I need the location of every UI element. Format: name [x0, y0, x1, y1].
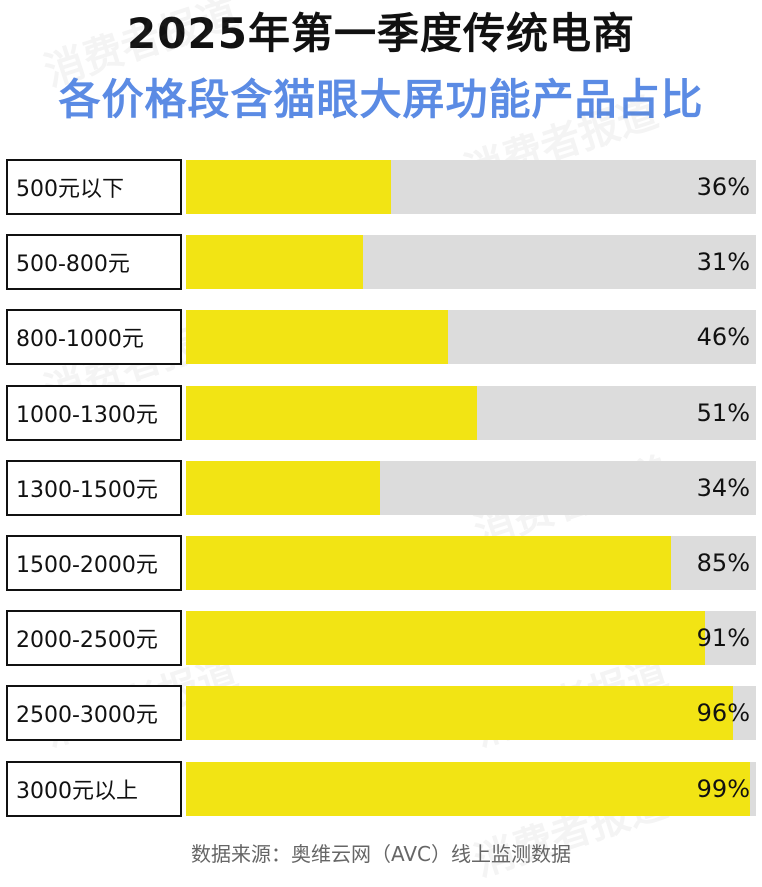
value-label: 51% [696, 399, 750, 427]
value-label: 31% [696, 248, 750, 276]
category-label-box: 800-1000元 [6, 309, 182, 365]
value-label: 99% [696, 775, 750, 803]
bar-fill [186, 536, 671, 590]
bar-fill [186, 461, 380, 515]
category-label-box: 2500-3000元 [6, 685, 182, 741]
data-source-note: 数据来源：奥维云网（AVC）线上监测数据 [190, 842, 572, 866]
bar-track: 46% [186, 310, 756, 364]
bar-track: 31% [186, 235, 756, 289]
value-label: 34% [696, 474, 750, 502]
bar-track: 96% [186, 686, 756, 740]
bar-track: 34% [186, 461, 756, 515]
bar-row: 1000-1300元 51% [0, 385, 762, 441]
category-label-box: 500-800元 [6, 234, 182, 290]
category-label-box: 1300-1500元 [6, 460, 182, 516]
bar-fill [186, 235, 363, 289]
category-label-box: 3000元以上 [6, 761, 182, 817]
bar-row: 2500-3000元 96% [0, 685, 762, 741]
chart-title-line1: 2025年第一季度传统电商 [127, 9, 635, 58]
category-label: 1300-1500元 [16, 478, 158, 503]
category-label: 2000-2500元 [16, 628, 158, 653]
bar-row: 3000元以上 99% [0, 761, 762, 817]
category-label-box: 500元以下 [6, 159, 182, 215]
chart-title-line2: 各价格段含猫眼大屏功能产品占比 [58, 75, 704, 124]
bar-fill [186, 310, 449, 364]
bar-row: 800-1000元 46% [0, 309, 762, 365]
bar-row: 1300-1500元 34% [0, 460, 762, 516]
bar-row: 500-800元 31% [0, 234, 762, 290]
category-label-box: 1000-1300元 [6, 385, 182, 441]
bar-track: 99% [186, 762, 756, 816]
value-label: 91% [696, 624, 750, 652]
value-label: 85% [696, 549, 750, 577]
bar-track: 91% [186, 611, 756, 665]
category-label: 800-1000元 [16, 327, 144, 352]
bar-fill [186, 762, 751, 816]
value-label: 36% [696, 173, 750, 201]
bar-row: 2000-2500元 91% [0, 610, 762, 666]
category-label: 1500-2000元 [16, 553, 158, 578]
bar-fill [186, 160, 392, 214]
category-label: 3000元以上 [16, 779, 138, 804]
bar-row: 1500-2000元 85% [0, 535, 762, 591]
category-label: 1000-1300元 [16, 403, 158, 428]
category-label-box: 2000-2500元 [6, 610, 182, 666]
bar-fill [186, 611, 705, 665]
category-label: 500-800元 [16, 252, 130, 277]
bar-track: 85% [186, 536, 756, 590]
category-label: 2500-3000元 [16, 703, 158, 728]
bar-row: 500元以下 36% [0, 159, 762, 215]
bar-fill [186, 686, 734, 740]
category-label-box: 1500-2000元 [6, 535, 182, 591]
category-label: 500元以下 [16, 177, 124, 202]
value-label: 96% [696, 699, 750, 727]
bar-track: 36% [186, 160, 756, 214]
bar-track: 51% [186, 386, 756, 440]
bar-fill [186, 386, 477, 440]
value-label: 46% [696, 323, 750, 351]
